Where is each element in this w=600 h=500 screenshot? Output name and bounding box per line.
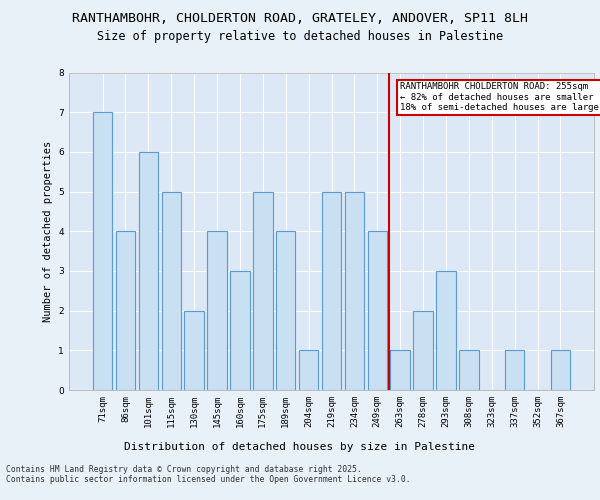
Bar bbox=[230, 271, 250, 390]
Y-axis label: Number of detached properties: Number of detached properties bbox=[43, 140, 53, 322]
Bar bbox=[505, 350, 524, 390]
Bar bbox=[139, 152, 158, 390]
Bar bbox=[368, 231, 387, 390]
Bar bbox=[276, 231, 295, 390]
Bar bbox=[184, 310, 204, 390]
Bar bbox=[459, 350, 479, 390]
Text: RANTHAMBOHR CHOLDERTON ROAD: 255sqm
← 82% of detached houses are smaller (51)
18: RANTHAMBOHR CHOLDERTON ROAD: 255sqm ← 82… bbox=[400, 82, 600, 112]
Text: Contains HM Land Registry data © Crown copyright and database right 2025.
Contai: Contains HM Land Registry data © Crown c… bbox=[6, 465, 410, 484]
Bar bbox=[551, 350, 570, 390]
Bar bbox=[208, 231, 227, 390]
Bar bbox=[344, 192, 364, 390]
Bar bbox=[299, 350, 319, 390]
Bar bbox=[436, 271, 455, 390]
Text: Distribution of detached houses by size in Palestine: Distribution of detached houses by size … bbox=[125, 442, 476, 452]
Bar bbox=[116, 231, 135, 390]
Text: RANTHAMBOHR, CHOLDERTON ROAD, GRATELEY, ANDOVER, SP11 8LH: RANTHAMBOHR, CHOLDERTON ROAD, GRATELEY, … bbox=[72, 12, 528, 26]
Bar bbox=[322, 192, 341, 390]
Bar bbox=[413, 310, 433, 390]
Bar bbox=[253, 192, 272, 390]
Text: Size of property relative to detached houses in Palestine: Size of property relative to detached ho… bbox=[97, 30, 503, 43]
Bar bbox=[93, 112, 112, 390]
Bar bbox=[391, 350, 410, 390]
Bar bbox=[161, 192, 181, 390]
